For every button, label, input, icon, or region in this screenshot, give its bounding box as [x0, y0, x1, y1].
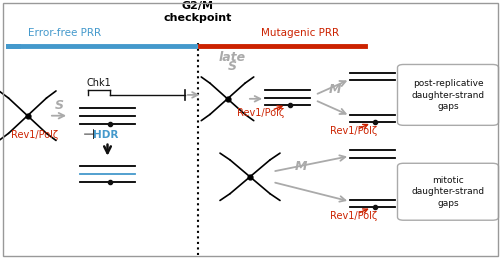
Text: G2/M
checkpoint: G2/M checkpoint [164, 1, 232, 23]
Text: Error-free PRR: Error-free PRR [28, 28, 102, 38]
Text: Rev1/Polζ: Rev1/Polζ [238, 108, 284, 118]
Text: Rev1/Polζ: Rev1/Polζ [330, 211, 377, 221]
Text: Rev1/Polζ: Rev1/Polζ [330, 126, 377, 136]
Text: mitotic
daughter-strand
gaps: mitotic daughter-strand gaps [412, 176, 484, 208]
Text: HDR: HDR [92, 130, 118, 140]
Text: M: M [295, 160, 308, 173]
Text: post-replicative
daughter-strand
gaps: post-replicative daughter-strand gaps [412, 79, 484, 112]
Text: M: M [329, 83, 342, 96]
Text: late: late [219, 51, 246, 64]
Text: ⊣: ⊣ [82, 128, 94, 142]
Text: Rev1/Polζ: Rev1/Polζ [11, 130, 58, 140]
Text: S: S [54, 99, 64, 112]
Text: Mutagenic PRR: Mutagenic PRR [261, 28, 339, 38]
Text: S: S [228, 60, 237, 73]
FancyBboxPatch shape [398, 163, 498, 220]
Text: Chk1: Chk1 [86, 78, 111, 88]
FancyBboxPatch shape [398, 64, 498, 125]
